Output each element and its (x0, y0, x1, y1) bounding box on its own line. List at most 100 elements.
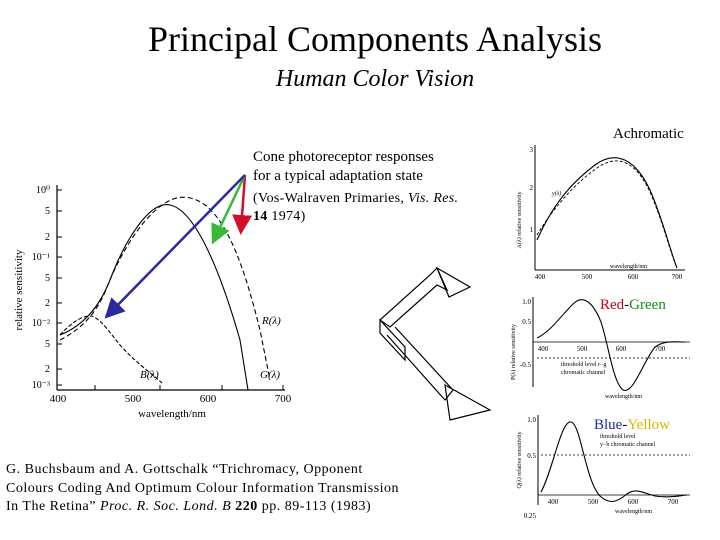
slide-subtitle: Human Color Vision (275, 66, 475, 92)
cone-ytick: 2 (45, 364, 50, 375)
achromatic-curve (536, 157, 678, 269)
rg-annotation-1: threshold level r−g (561, 362, 606, 368)
rg-xlabel: wavelength/nm (605, 394, 642, 400)
upper-arrow (379, 266, 449, 328)
achro-xtick: 400 (535, 273, 546, 280)
cone-y-ticks: 10⁰ 5 2 10⁻¹ 5 2 10⁻² 5 2 10⁻³ (32, 185, 50, 391)
red-word: Red (600, 297, 625, 313)
achro-ytick: 3 (530, 146, 534, 154)
reference-line2: Colours Coding And Optimum Colour Inform… (6, 480, 400, 496)
achro-xtick: 600 (628, 273, 639, 280)
achro-xtick: 700 (672, 273, 683, 280)
achro-x-ticks: 400 500 600 700 (535, 273, 683, 280)
rg-ytick: 1.0 (522, 298, 531, 306)
cone-ytick: 5 (45, 206, 50, 217)
cone-ytick: 5 (45, 339, 50, 350)
b-lambda-label: B(λ) (140, 369, 159, 381)
cone-ytick: 2 (45, 232, 50, 243)
reference-pages: pp. 89-113 (1983) (257, 499, 372, 514)
achro-xlabel: wavelength/nm (610, 264, 647, 270)
by-xtick: 500 (588, 498, 599, 506)
rg-xtick: 400 (538, 345, 549, 353)
cone-caption-line2: for a typical adaptation state (253, 168, 423, 184)
rg-ytick: -0.5 (520, 361, 532, 369)
blue-yellow-label: Blue-Yellow (594, 417, 670, 434)
cone-ytick: 10⁰ (36, 185, 50, 196)
cone-xtick: 700 (275, 393, 292, 405)
reference-line3: In The Retina” Proc. R. Soc. Lond. B 220… (6, 498, 399, 517)
by-xlabel: wavelength/nm (615, 509, 652, 515)
cone-caption: Cone photoreceptor responses for a typic… (253, 148, 434, 186)
lower-arrowhead-icon (444, 383, 492, 421)
bracket-join (379, 318, 406, 362)
cone-caption-line1: Cone photoreceptor responses (253, 149, 434, 165)
cone-ytick: 5 (45, 273, 50, 284)
rg-xtick: 700 (655, 345, 666, 353)
rg-separator: - (624, 297, 630, 313)
cone-xlabel: wavelength/nm (138, 408, 206, 420)
cone-ytick: 2 (45, 298, 50, 309)
citation-volume: 14 (253, 209, 268, 224)
achro-xtick: 500 (582, 273, 593, 280)
vos-walraven-citation: (Vos-Walraven Primaries, Vis. Res. 14 19… (253, 190, 458, 226)
red-green-curve (536, 299, 686, 391)
cone-ytick: 10⁻³ (32, 380, 50, 391)
green-cone-curve (59, 204, 249, 391)
by-annotation-2: y−b chromatic channel (600, 442, 655, 448)
by-xtick: 700 (668, 498, 679, 506)
cone-xtick: 600 (200, 393, 217, 405)
achro-ytick: 1 (530, 226, 534, 234)
by-xtick: 400 (548, 498, 559, 506)
by-xtick: 600 (628, 498, 639, 506)
blue-arrow (104, 174, 246, 319)
reference-line1: G. Buchsbaum and A. Gottschalk “Trichrom… (6, 462, 363, 477)
citation-open: (Vos-Walraven Primaries, (253, 191, 409, 206)
achro-y-ticks: 3 2 1 (530, 146, 534, 234)
by-separator: - (622, 417, 628, 433)
red-green-plot: P(λ) relative sensitivity 1.0 0.5 -0.5 4… (510, 297, 690, 400)
citation-year: 1974) (267, 209, 306, 224)
cone-ylabel: relative sensitivity (13, 249, 25, 330)
by-ytick: 0.5 (527, 452, 536, 460)
by-y-ticks: 1.0 0.5 0.25 (524, 416, 537, 520)
red-cone-curve (59, 196, 271, 381)
green-word: Green (629, 297, 666, 313)
cone-xtick: 400 (50, 393, 67, 405)
rg-x-ticks: 400 500 600 700 (538, 345, 666, 353)
rg-xtick: 500 (577, 345, 588, 353)
reference-volume: 220 (231, 499, 258, 514)
by-annotation-1: threshold level (600, 434, 636, 440)
red-green-label: Red-Green (600, 297, 666, 314)
achro-ytick: 2 (530, 184, 534, 192)
citation-journal: Vis. Res. (408, 191, 459, 206)
rg-xtick: 600 (616, 345, 627, 353)
g-lambda-label: G(λ) (260, 369, 280, 381)
red-arrow (232, 174, 253, 235)
green-arrow (211, 174, 247, 245)
achromatic-label: Achromatic (613, 126, 684, 142)
cone-xtick: 500 (125, 393, 142, 405)
by-ylabel: Q(λ) relative sensitivity (516, 432, 523, 489)
blue-yellow-curve (540, 421, 688, 502)
achro-ylabel: A(λ) relative sensitivity (516, 192, 523, 249)
blue-cone-curve (59, 315, 163, 384)
achromatic-y-curve (536, 160, 678, 269)
reference-citation: G. Buchsbaum and A. Gottschalk “Trichrom… (6, 461, 399, 517)
by-ytick: 1.0 (527, 416, 536, 424)
transform-arrows (379, 266, 492, 421)
rg-ylabel: P(λ) relative sensitivity (510, 324, 517, 380)
lower-arrow (386, 326, 454, 401)
by-ytick: 0.25 (524, 512, 537, 520)
blue-yellow-plot: Q(λ) relative sensitivity 1.0 0.5 0.25 4… (516, 415, 690, 520)
reference-journal: Proc. R. Soc. Lond. B (99, 499, 232, 514)
cone-ytick: 10⁻² (32, 318, 50, 329)
r-lambda-label: R(λ) (261, 315, 281, 327)
rg-annotation-2: chromatic channel (561, 370, 605, 376)
yellow-word: Yellow (627, 417, 670, 433)
by-x-ticks: 400 500 600 700 (548, 498, 679, 506)
achro-annotation: y(λ) (551, 190, 561, 197)
cone-ytick: 10⁻¹ (32, 252, 50, 263)
reference-line3-pre: In The Retina” (6, 499, 100, 514)
slide-title: Principal Components Analysis (148, 19, 602, 59)
achromatic-plot: A(λ) relative sensitivity 3 2 1 400 500 … (516, 145, 685, 280)
